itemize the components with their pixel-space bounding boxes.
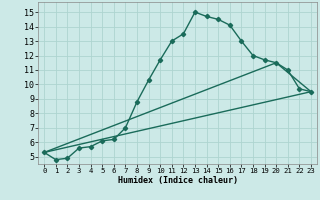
X-axis label: Humidex (Indice chaleur): Humidex (Indice chaleur): [118, 176, 238, 185]
